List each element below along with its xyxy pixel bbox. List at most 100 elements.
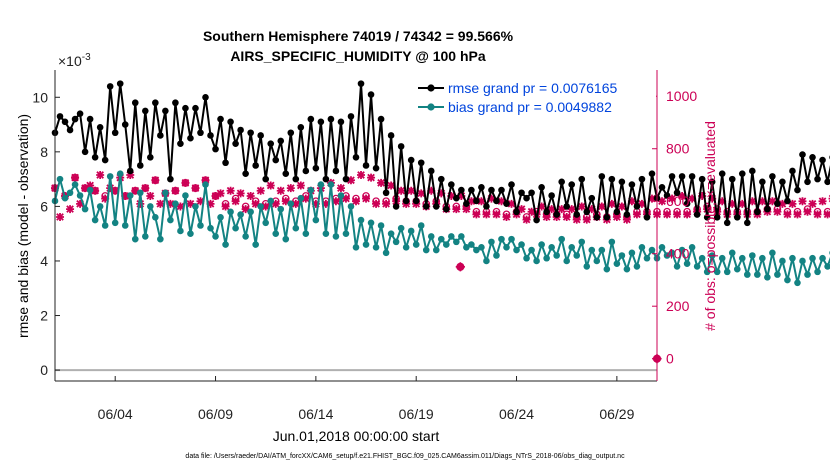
obs-evaluated-marker bbox=[226, 186, 235, 195]
obs-evaluated-marker bbox=[673, 210, 682, 219]
rmse-point bbox=[769, 173, 776, 180]
rmse-point bbox=[232, 140, 239, 147]
obs-evaluated-marker bbox=[141, 184, 150, 193]
obs-evaluated-marker bbox=[101, 194, 110, 203]
obs-evaluated-marker bbox=[56, 212, 65, 221]
rmse-point bbox=[598, 173, 606, 180]
rmse-point bbox=[417, 159, 425, 167]
bias-point bbox=[448, 233, 455, 240]
bias-point bbox=[71, 181, 79, 188]
rmse-point bbox=[222, 159, 229, 167]
bias-point bbox=[518, 241, 525, 248]
bias-point bbox=[352, 244, 360, 251]
rmse-point bbox=[723, 219, 731, 227]
rmse-point bbox=[523, 194, 530, 202]
bias-point bbox=[558, 235, 565, 243]
rmse-point bbox=[242, 170, 249, 177]
obs-evaluated-marker bbox=[397, 186, 406, 195]
bias-point bbox=[422, 246, 430, 254]
rmse-point bbox=[718, 170, 726, 177]
rmse-point bbox=[367, 91, 375, 98]
rmse-point bbox=[267, 140, 275, 147]
rmse-point bbox=[683, 200, 691, 207]
obs-evaluated-marker bbox=[627, 197, 636, 206]
bias-point bbox=[282, 235, 290, 243]
bias-point bbox=[613, 260, 621, 267]
rmse-point bbox=[437, 175, 445, 183]
rmse-point bbox=[91, 153, 99, 161]
bias-point bbox=[563, 257, 570, 265]
bias-point bbox=[603, 265, 611, 273]
bias-point bbox=[187, 230, 194, 237]
rmse-point bbox=[167, 175, 174, 183]
bias-point bbox=[247, 208, 254, 216]
rmse-point bbox=[307, 115, 315, 123]
rmse-point bbox=[257, 132, 264, 139]
obs-evaluated-marker bbox=[587, 205, 596, 214]
bias-point bbox=[217, 214, 224, 221]
obs-evaluated-marker bbox=[522, 215, 531, 224]
obs-evaluated-marker bbox=[221, 202, 230, 211]
bias-point bbox=[412, 241, 420, 248]
rmse-point bbox=[177, 140, 184, 147]
obs-evaluated-marker bbox=[542, 212, 551, 221]
rmse-point bbox=[312, 164, 320, 172]
rmse-point bbox=[819, 156, 826, 164]
bias-point bbox=[232, 224, 239, 232]
obs-evaluated-marker bbox=[612, 212, 621, 221]
bias-point bbox=[804, 271, 811, 278]
legend: rmse grand pr = 0.0076165 bias grand pr … bbox=[413, 78, 656, 118]
legend-box bbox=[413, 78, 656, 118]
obs-evaluated-marker bbox=[156, 199, 165, 208]
bias-point bbox=[688, 244, 696, 251]
rmse-point bbox=[357, 80, 365, 87]
bias-point bbox=[723, 268, 731, 276]
bias-point bbox=[718, 254, 726, 262]
bias-point bbox=[392, 238, 400, 246]
rmse-point bbox=[468, 186, 475, 194]
obs-evaluated-marker bbox=[798, 197, 807, 206]
bias-point bbox=[307, 186, 315, 194]
bias-point bbox=[402, 244, 410, 251]
obs-evaluated-marker bbox=[632, 210, 641, 219]
obs-evaluated-marker bbox=[196, 197, 205, 206]
rmse-point bbox=[272, 156, 280, 164]
rmse-point bbox=[548, 192, 555, 199]
obs-evaluated-marker bbox=[663, 210, 672, 219]
x-tick-label: 06/04 bbox=[98, 406, 133, 422]
obs-evaluated-marker bbox=[81, 184, 90, 193]
x-axis-label: Jun.01,2018 00:00:00 start bbox=[273, 428, 440, 444]
rmse-point bbox=[372, 164, 380, 172]
bias-point bbox=[332, 233, 340, 240]
rmse-point bbox=[317, 118, 325, 126]
bias-point bbox=[533, 257, 540, 265]
y-tick-label: 6 bbox=[40, 198, 48, 214]
bias-point bbox=[809, 254, 816, 262]
rmse-point bbox=[131, 99, 139, 107]
legend-bias-marker bbox=[427, 103, 435, 111]
bias-point bbox=[91, 216, 99, 224]
obs-evaluated-marker bbox=[683, 210, 692, 219]
obs-evaluated-marker bbox=[808, 199, 817, 208]
obs-evaluated-marker bbox=[276, 186, 285, 195]
obs-evaluated-marker bbox=[668, 194, 677, 203]
obs-evaluated-marker bbox=[211, 191, 220, 200]
bias-point bbox=[357, 216, 365, 224]
obs-evaluated-marker bbox=[71, 173, 80, 182]
obs-evaluated-marker bbox=[281, 197, 290, 206]
rmse-point bbox=[61, 118, 69, 126]
bias-point bbox=[86, 186, 94, 194]
bias-point bbox=[76, 192, 84, 199]
bias-point bbox=[202, 181, 209, 188]
rmse-point bbox=[377, 115, 385, 123]
bias-point bbox=[142, 233, 149, 240]
bias-point bbox=[784, 276, 791, 284]
rmse-point bbox=[533, 216, 540, 224]
rmse-point bbox=[407, 156, 415, 164]
bias-point bbox=[789, 254, 796, 262]
obs-evaluated-marker bbox=[417, 189, 426, 198]
bias-point bbox=[738, 254, 746, 262]
rmse-point bbox=[106, 83, 114, 90]
obs-evaluated-marker bbox=[637, 199, 646, 208]
